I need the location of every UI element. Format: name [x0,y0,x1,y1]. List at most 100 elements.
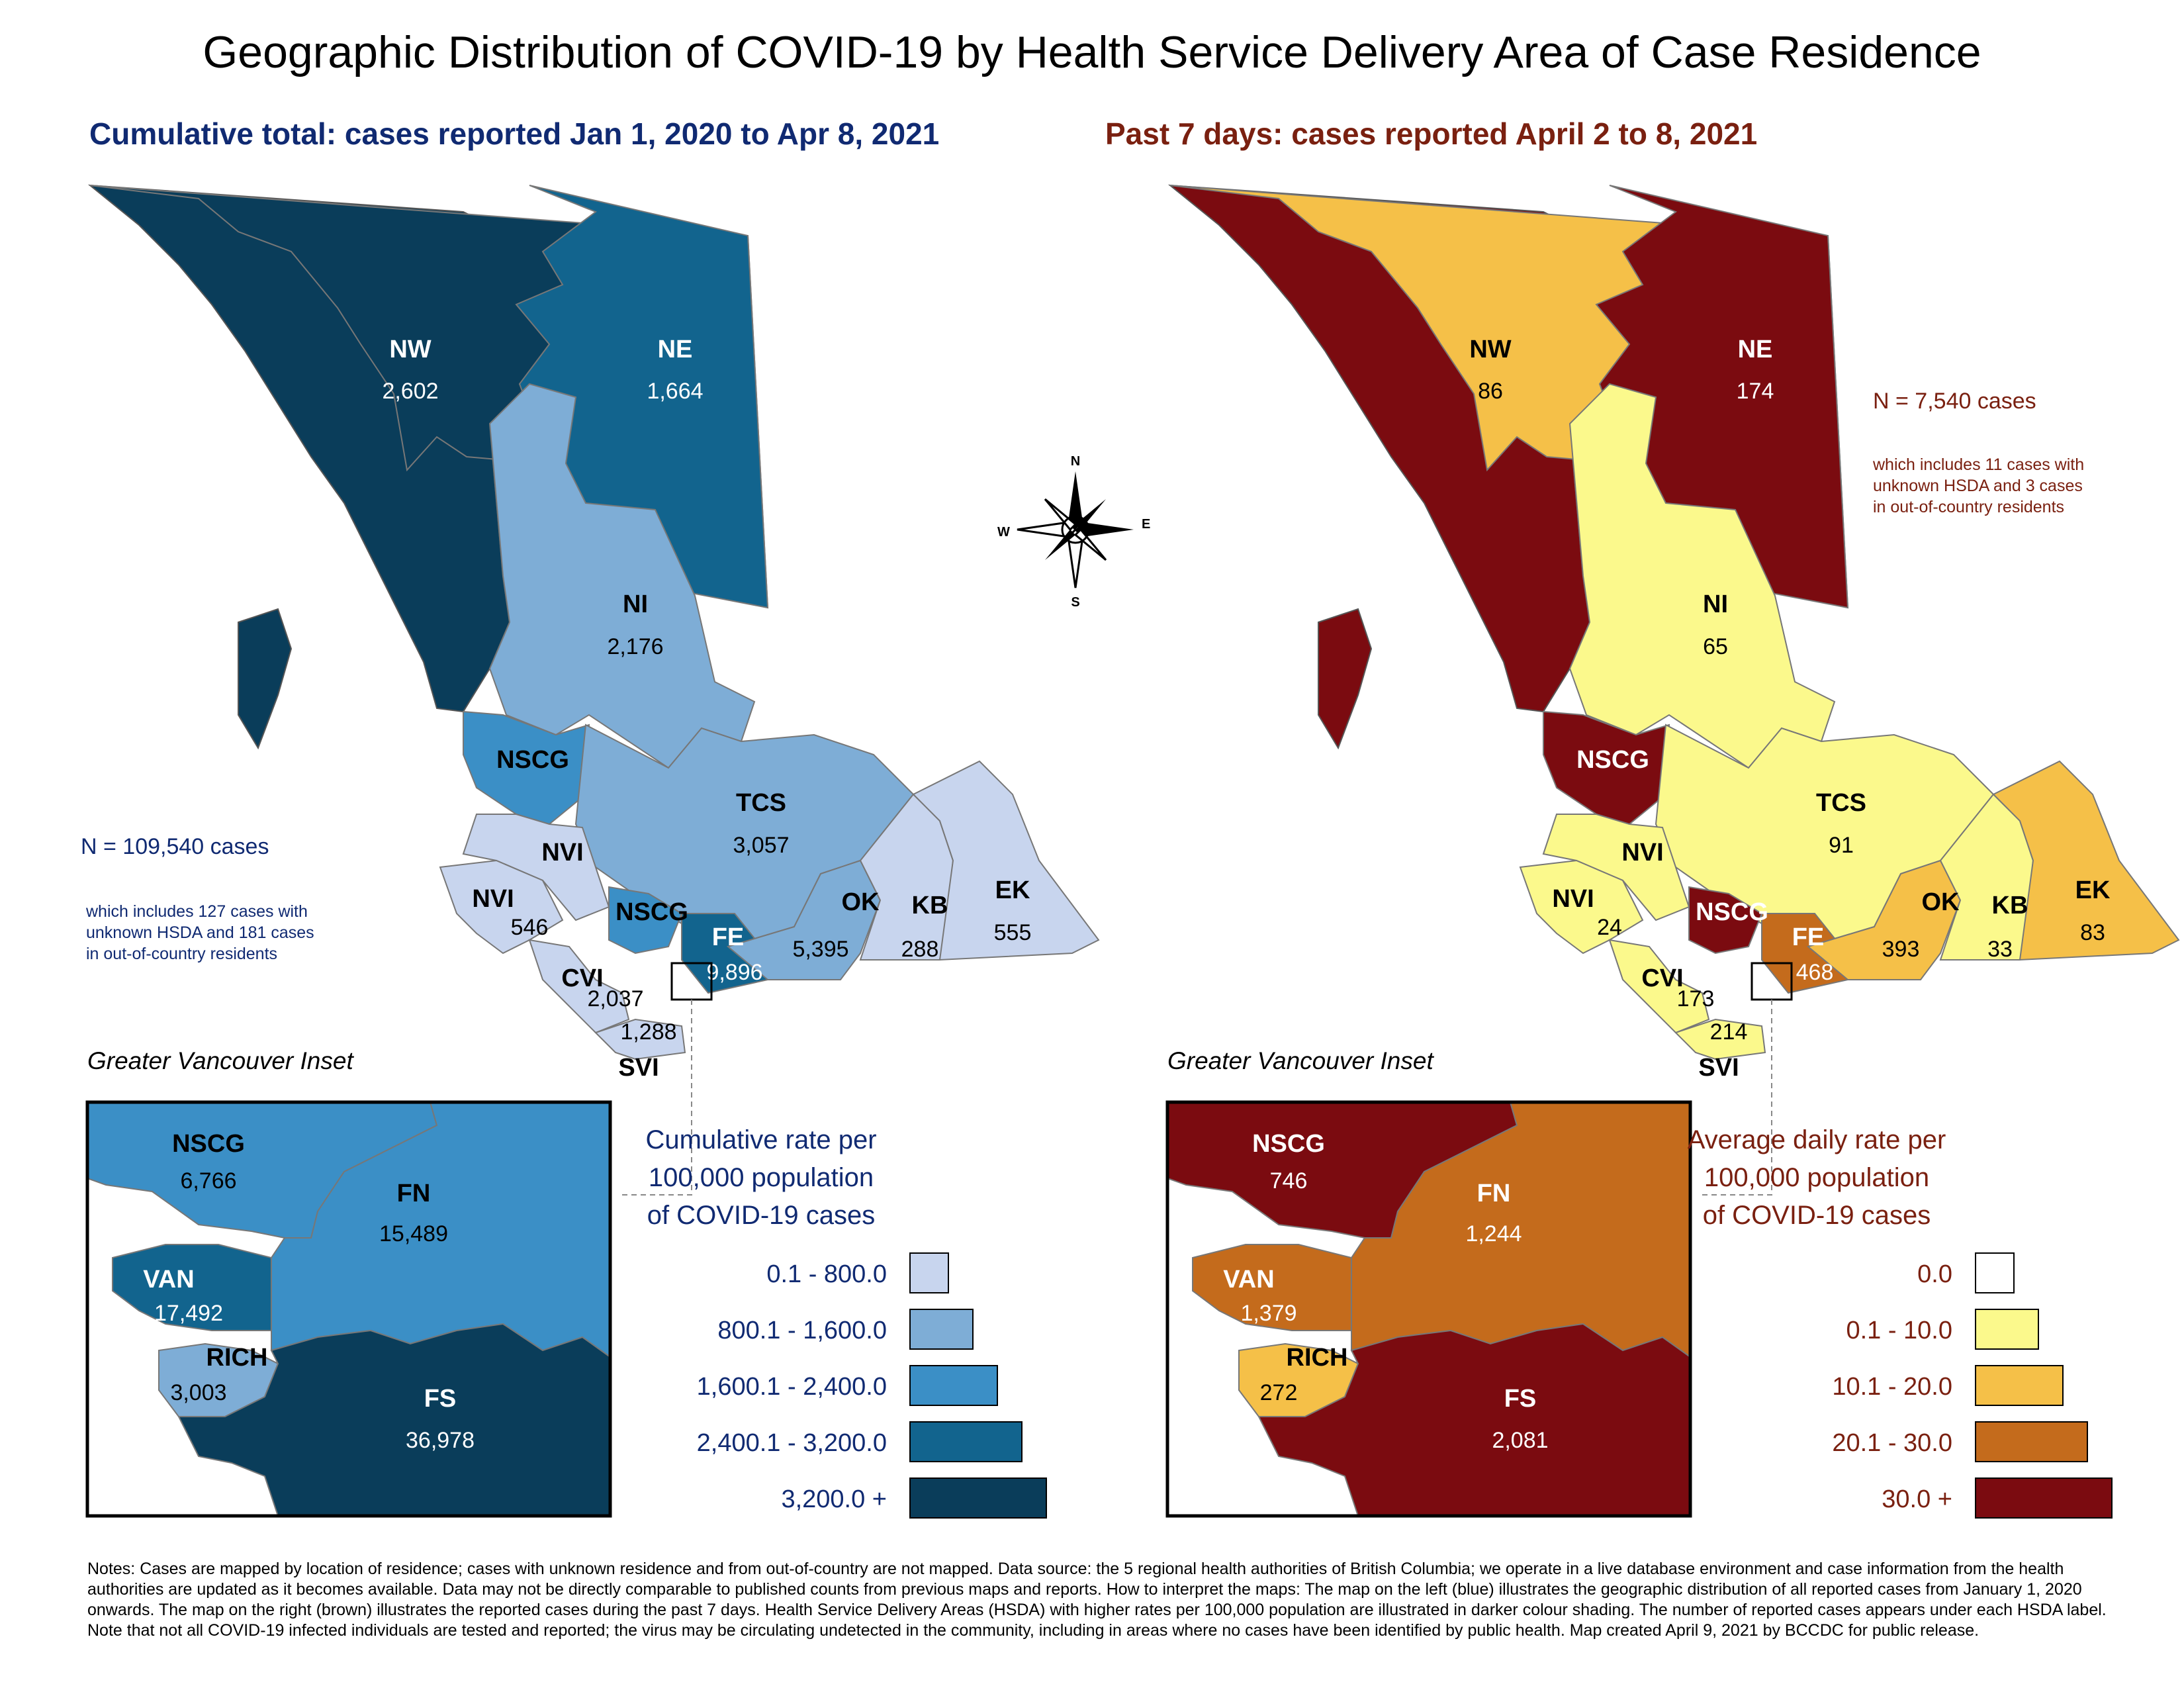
inset-region-van [1192,1244,1352,1331]
region-label: NI [623,590,648,618]
inset-region-value: 1,244 [1465,1221,1522,1246]
region-label: EK [995,876,1030,904]
region-cvi [1608,939,1710,1034]
region-label: KB [1992,892,2028,919]
page-title: Geographic Distribution of COVID-19 by H… [203,27,1981,77]
region-label: TCS [736,789,786,817]
total-cases: N = 109,540 cases [81,834,269,859]
region-value: 91 [1829,833,1854,858]
legend-title-line: of COVID-19 cases [647,1201,876,1230]
inset-frame [85,1100,612,1518]
region-value: 468 [1796,960,1834,985]
legend-label: 0.1 - 800.0 [766,1260,887,1288]
legend-title-line: 100,000 population [649,1163,874,1192]
legend-label: 2,400.1 - 3,200.0 [697,1429,887,1457]
region-value: 546 [511,915,549,940]
compass-w-label: W [997,525,1010,539]
compass-rose-icon: N S E W [997,454,1150,610]
region-label: NW [1469,336,1511,363]
legend-swatch [1975,1477,2113,1519]
legend-title-line: of COVID-19 cases [1703,1201,1931,1230]
total-note-line: in out-of-country residents [86,945,277,963]
region-value: 2,037 [587,986,643,1011]
total-note-line: unknown HSDA and 181 cases [86,923,314,942]
legend-label: 0.0 [1917,1260,1952,1288]
region-label: EK [2075,876,2111,904]
inset-region-value: 36,978 [406,1428,475,1453]
compass-n-label: N [1071,454,1080,469]
legend-title-line: Average daily rate per [1688,1125,1946,1154]
region-label: NVI [541,839,583,867]
legend-label: 10.1 - 20.0 [1832,1373,1952,1401]
region-value: 5,395 [792,937,848,962]
region-label: OK [842,888,880,916]
legend-swatch [1975,1252,2015,1293]
region-label: NSCG [1696,898,1768,926]
left-subtitle: Cumulative total: cases reported Jan 1, … [89,117,939,151]
legend-swatch [909,1365,998,1406]
region-value: 24 [1597,915,1622,940]
region-value: 2,602 [382,379,438,404]
region-value: 555 [994,920,1032,945]
legend-swatch [1975,1421,2088,1462]
region-value: 393 [1882,937,1920,962]
inset-region-label: VAN [143,1266,194,1293]
region-value: 214 [1710,1019,1748,1045]
inset-title: Greater Vancouver Inset [1167,1047,1434,1074]
legend-title-line: 100,000 population [1704,1163,1929,1192]
region-value: 1,664 [647,379,703,404]
total-note-line: unknown HSDA and 3 cases [1873,477,2083,495]
region-label: NVI [1552,885,1594,913]
legend-label: 800.1 - 1,600.0 [717,1317,887,1344]
region-value: 86 [1478,379,1503,404]
legend-swatch [909,1309,974,1350]
inset-region-value: 6,766 [180,1168,236,1194]
inset-region-value: 2,081 [1492,1428,1548,1453]
region-label: NI [1703,590,1728,618]
inset-leader-line [1699,1000,1772,1196]
region-value: 3,057 [733,833,789,858]
legend-label: 1,600.1 - 2,400.0 [697,1373,887,1401]
region-label: FE [712,923,745,951]
inset-region-label: NSCG [172,1130,245,1158]
inset-region-label: FS [424,1385,457,1413]
region-label: NSCG [496,746,569,774]
region-label: FE [1792,923,1825,951]
region-label: NE [1738,336,1773,363]
region-label: TCS [1816,789,1866,817]
legend-label: 20.1 - 30.0 [1832,1429,1952,1457]
left-map: NW2,602NE1,664NI2,176NSCGTCS3,057NVINVI5… [81,184,1100,1519]
region-label: NW [389,336,431,363]
region-value: 65 [1703,634,1728,659]
region-ek [1992,760,2180,961]
region-value: 33 [1987,937,2013,962]
region-nscg [463,710,590,825]
compass-e-label: E [1142,517,1150,532]
footnotes: Notes: Cases are mapped by location of r… [87,1560,2107,1640]
region-svi [594,1018,686,1060]
region-label: SVI [618,1054,659,1082]
inset-title: Greater Vancouver Inset [87,1047,354,1074]
region-value: 1,288 [620,1019,676,1045]
region-label: NVI [472,885,514,913]
inset-region-value: 272 [1260,1380,1298,1405]
legend-swatch [1975,1365,2064,1406]
region-value: 174 [1737,379,1774,404]
legend-swatch [909,1252,949,1293]
region-cvi [528,939,630,1034]
inset-region-value: 3,003 [170,1380,226,1405]
legend-title-line: Cumulative rate per [645,1125,876,1154]
region-label: SVI [1698,1054,1739,1082]
legend-swatch [909,1477,1047,1519]
inset-region-value: 746 [1270,1168,1308,1194]
region-label: NE [658,336,693,363]
region-label: NSCG [615,898,688,926]
compass-s-label: S [1071,595,1079,610]
region-label: CVI [561,964,603,992]
landmass-shape [238,608,293,750]
region-nscg [1543,710,1670,825]
inset-region-van [112,1244,272,1331]
inset-region-label: NSCG [1252,1130,1325,1158]
region-value: 288 [901,937,939,962]
inset-region-label: FN [1477,1180,1511,1207]
